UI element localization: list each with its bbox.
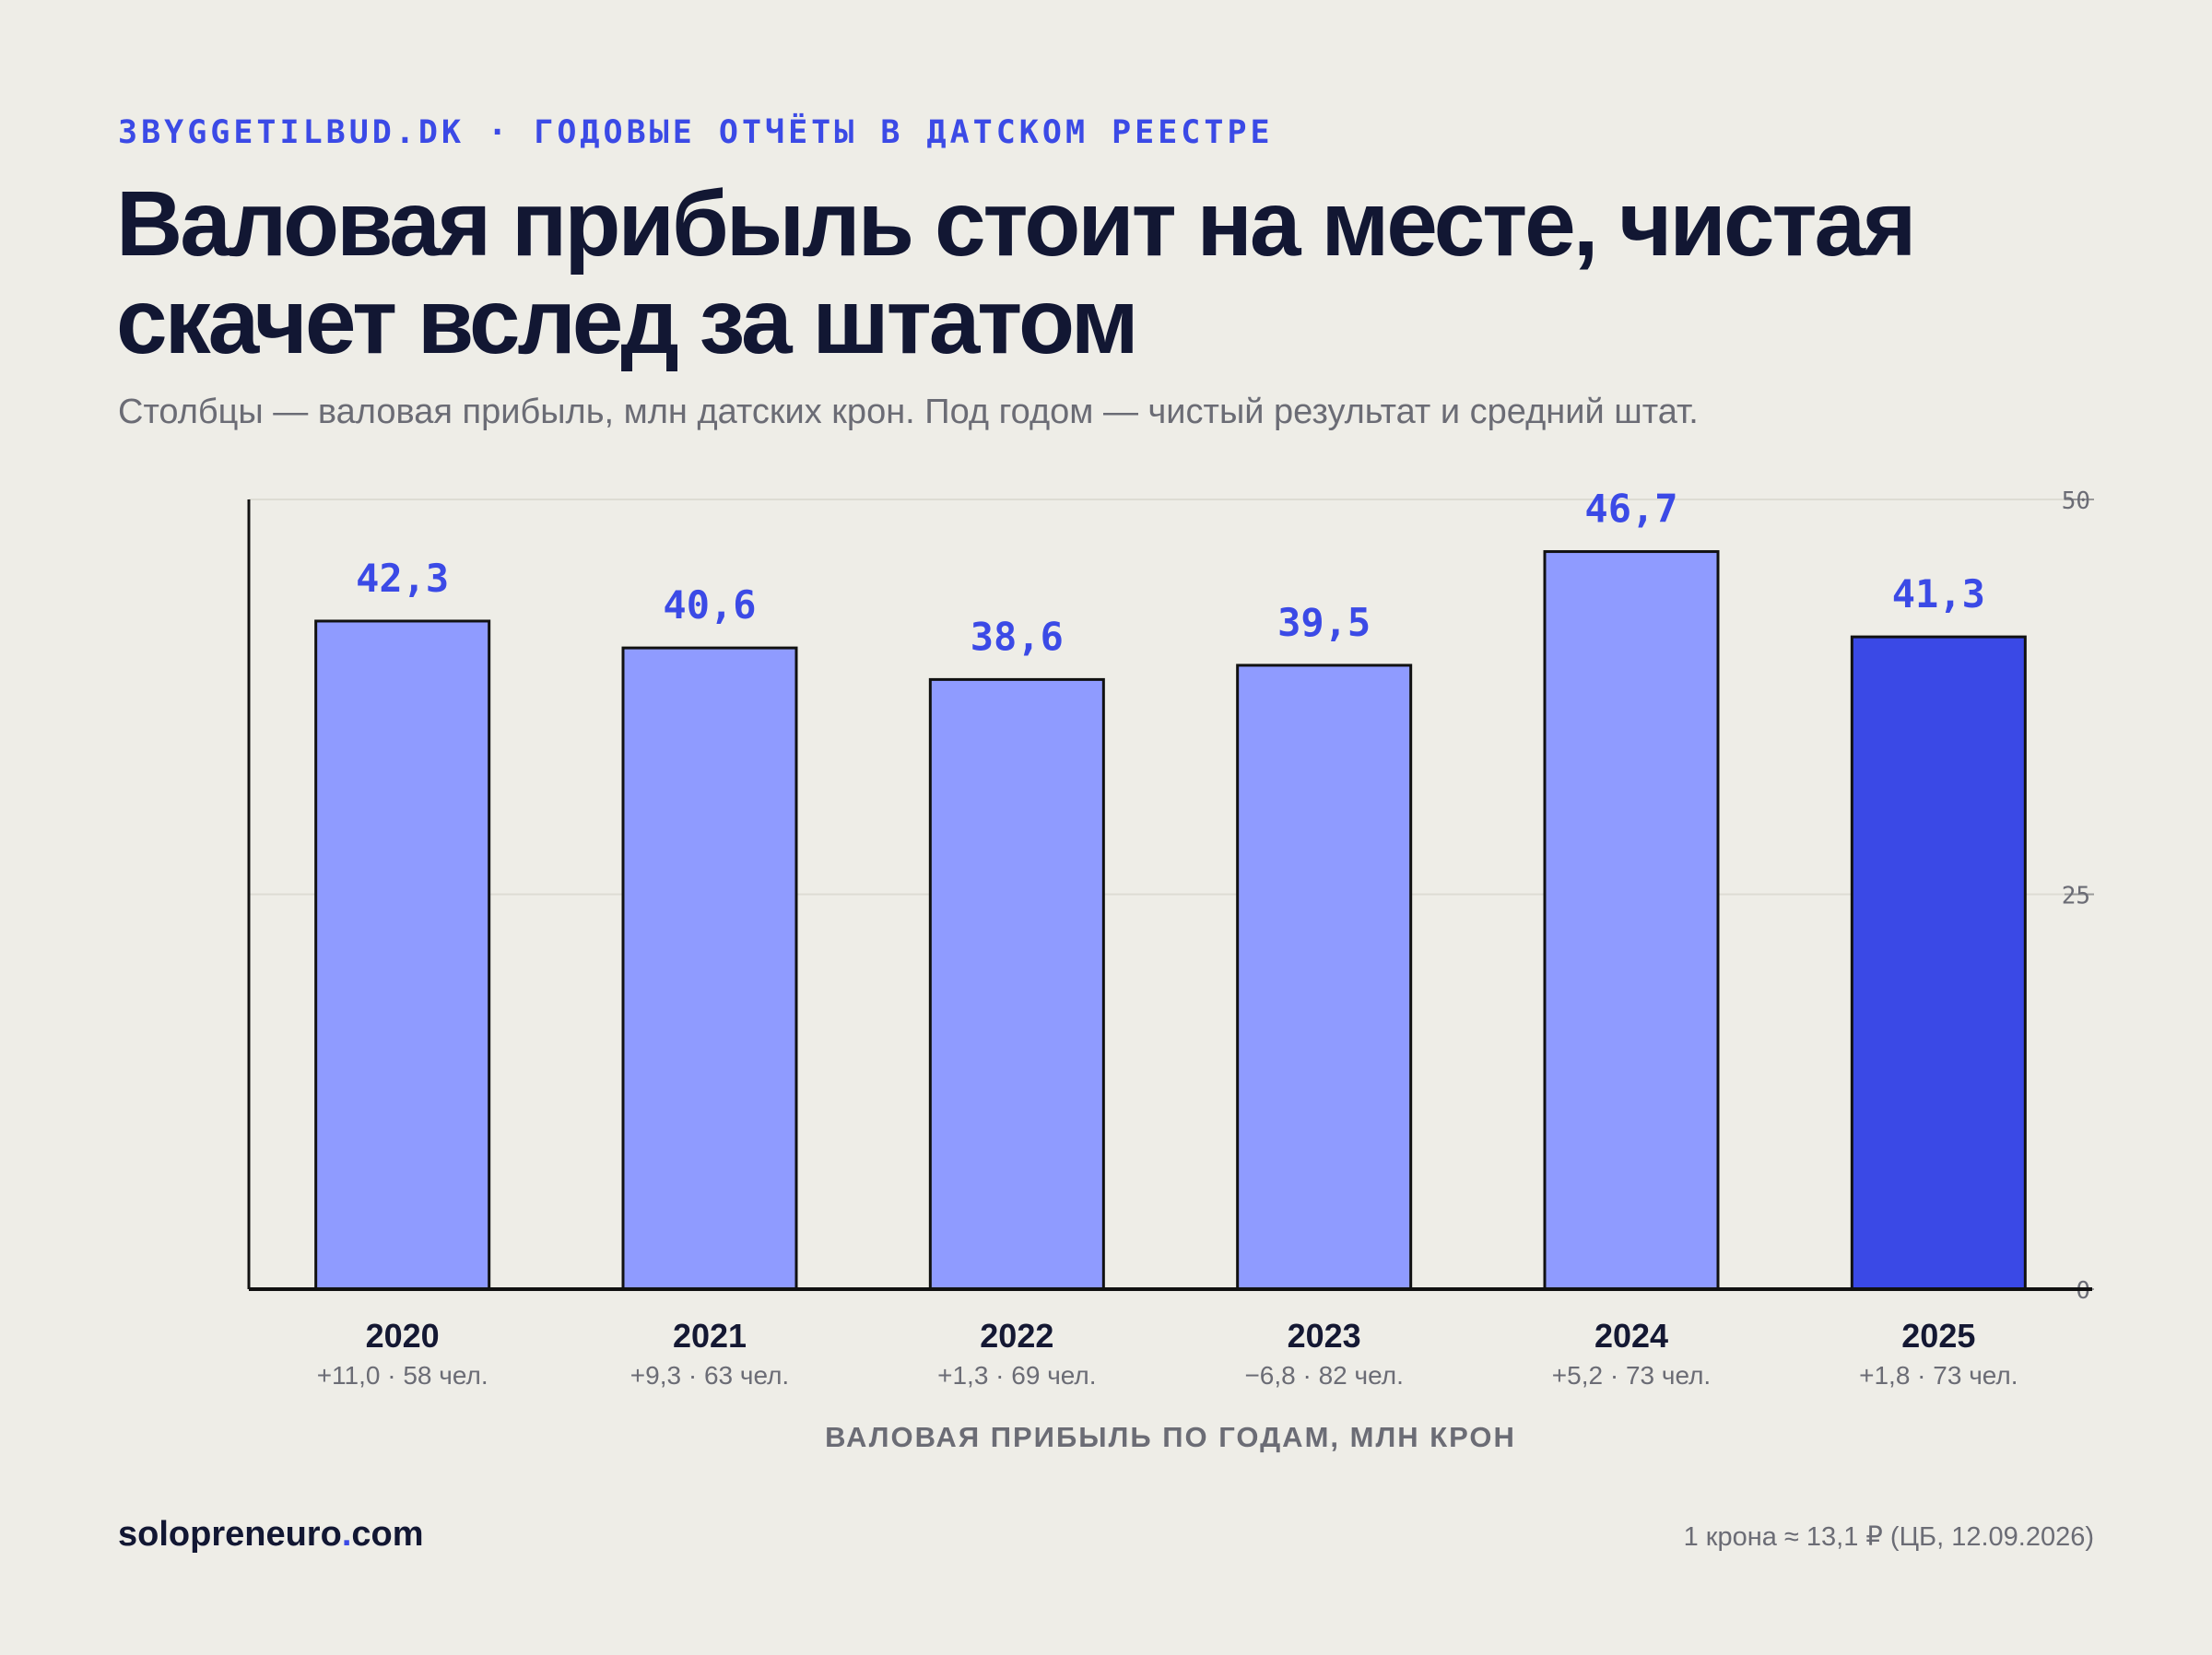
x-tick-label: 2020	[366, 1317, 440, 1355]
footer-brand: solopreneuro.com	[118, 1515, 424, 1555]
x-tick-label: 2024	[1594, 1317, 1668, 1355]
x-sublabel: +1,3 · 69 чел.	[937, 1361, 1096, 1390]
x-tick-label: 2023	[1288, 1317, 1361, 1355]
bar	[1236, 663, 1413, 1291]
x-axis-title: ВАЛОВАЯ ПРИБЫЛЬ ПО ГОДАМ, МЛН КРОН	[825, 1421, 1516, 1453]
bar-value-label: 38,6	[971, 614, 1064, 659]
bar	[314, 619, 491, 1291]
x-sublabel: −6,8 · 82 чел.	[1244, 1361, 1403, 1390]
bar-value-label: 42,3	[356, 556, 449, 601]
bar-value-label: 40,6	[663, 582, 756, 628]
chart-title: Валовая прибыль стоит на месте, чистая с…	[116, 172, 1916, 373]
brand-name: solopreneuro	[118, 1515, 342, 1554]
bar-value-label: 41,3	[1892, 571, 1985, 616]
exchange-rate-note: 1 крона ≈ 13,1 ₽ (ЦБ, 12.09.2026)	[1683, 1522, 2094, 1552]
bar	[1543, 550, 1720, 1291]
x-tick-label: 2022	[980, 1317, 1053, 1355]
chart-subtitle: Столбцы — валовая прибыль, млн датских к…	[118, 393, 1699, 431]
x-tick-label: 2021	[673, 1317, 747, 1355]
x-sublabel: +5,2 · 73 чел.	[1552, 1361, 1711, 1390]
x-sublabel: +1,8 · 73 чел.	[1859, 1361, 2018, 1390]
x-sublabel: +11,0 · 58 чел.	[317, 1361, 488, 1390]
x-tick-label: 2025	[1901, 1317, 1975, 1355]
bar-value-label: 46,7	[1584, 487, 1677, 532]
y-tick-label: 25	[2062, 883, 2090, 910]
bar	[621, 646, 798, 1291]
brand-tld: com	[351, 1515, 424, 1554]
bar	[1850, 635, 2027, 1291]
kicker: 3BYGGETILBUD.DK · ГОДОВЫЕ ОТЧЁТЫ В ДАТСК…	[118, 114, 1274, 151]
y-tick-label: 50	[2062, 487, 2090, 515]
bar	[928, 677, 1105, 1291]
bar-value-label: 39,5	[1277, 600, 1371, 645]
x-sublabel: +9,3 · 63 чел.	[630, 1361, 789, 1390]
brand-dot: .	[341, 1515, 352, 1554]
